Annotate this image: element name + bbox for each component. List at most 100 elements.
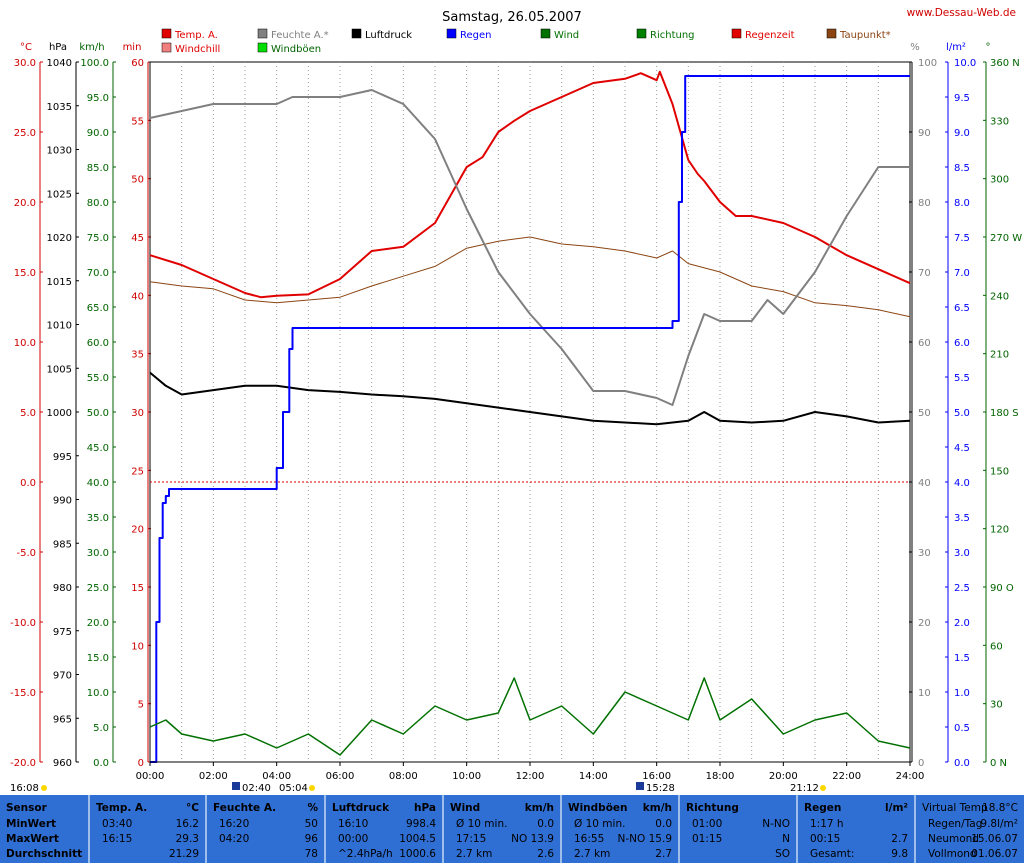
tick-label-humidity: 90	[918, 128, 931, 139]
stats-unit: km/h	[642, 802, 672, 814]
tick-label-wind: 35.0	[87, 513, 109, 524]
tick-label-direction: 300	[990, 175, 1009, 186]
tick-label-wind: 60.0	[87, 338, 109, 349]
stats-label: 2.7 km	[574, 848, 611, 860]
series-line-feuchtea	[149, 89, 910, 406]
stats-value: 78	[304, 848, 318, 860]
tick-label-temp: -20.0	[10, 758, 36, 769]
tick-label-humidity: 20	[918, 618, 931, 629]
stats-label: 16:20	[219, 818, 250, 830]
site-link[interactable]: www.Dessau-Web.de	[907, 7, 1016, 19]
legend: Temp. A. Windchill Feuchte A.* Windböen Luft…	[161, 28, 891, 55]
tick-label-wind: 65.0	[87, 303, 109, 314]
tick-label-wind: 10.0	[87, 688, 109, 699]
legend-swatch	[161, 28, 172, 39]
tick-label-pressure: 1030	[47, 146, 72, 157]
tick-label-pressure: 985	[53, 539, 72, 550]
stats-value: 0.0	[537, 818, 554, 830]
tick-label-pressure: 960	[53, 758, 72, 769]
stats-unit: hPa	[414, 802, 436, 814]
time-label: 18:00	[706, 771, 735, 782]
axes: 30.0 25.0 20.0 15.0 10.0 5.0 0.0 -5.0 -10.0 -15.0…	[10, 58, 1022, 769]
tick-label-direction: 90 O	[990, 583, 1014, 594]
tick-label-humidity: 40	[918, 478, 931, 489]
tick-label-minutes: 35	[131, 350, 144, 361]
moon-icon	[232, 782, 240, 790]
tick-label-rain: 3.0	[954, 548, 970, 559]
time-label: 16:00	[642, 771, 671, 782]
tick-label-wind: 20.0	[87, 618, 109, 629]
stats-value: 0.0	[655, 818, 672, 830]
tick-label-direction: 150	[990, 466, 1009, 477]
stats-unit: 18.8°C	[982, 802, 1018, 814]
tick-label-humidity: 100	[918, 58, 937, 69]
stats-label: MaxWert	[6, 833, 59, 845]
tick-label-temp: 0.0	[20, 478, 36, 489]
stats-value: NO 13.9	[511, 833, 554, 845]
sunrise-icon	[41, 785, 47, 791]
tick-label-rain: 6.0	[954, 338, 970, 349]
legend-swatch	[351, 28, 362, 39]
stats-header: Sensor	[6, 802, 47, 814]
tick-label-direction: 180 S	[990, 408, 1019, 419]
tick-label-minutes: 15	[131, 583, 144, 594]
tick-label-wind: 55.0	[87, 373, 109, 384]
tick-label-pressure: 970	[53, 671, 72, 682]
tick-label-wind: 15.0	[87, 653, 109, 664]
axis-unit-rain: l/m²	[946, 42, 966, 53]
time-label: 00:00	[136, 771, 165, 782]
stats-unit: °C	[186, 802, 199, 814]
tick-label-minutes: 45	[131, 233, 144, 244]
stats-label: Vollmond	[928, 848, 977, 860]
stats-value: 96	[304, 833, 318, 845]
legend-label: Feuchte A.*	[271, 30, 329, 41]
stats-value: 1004.5	[399, 833, 436, 845]
legend-label: Luftdruck	[365, 30, 412, 41]
tick-label-rain: 5.5	[954, 373, 970, 384]
tick-label-minutes: 20	[131, 525, 144, 536]
stats-column: Luftdruck hPa 16:10 998.4 00:00 1004.5 ^2.4hPa…	[326, 795, 444, 863]
tick-label-direction: 120	[990, 525, 1009, 536]
stats-value: 16.2	[175, 818, 199, 830]
tick-label-rain: 7.0	[954, 268, 970, 279]
stats-value: 29.3	[175, 833, 199, 845]
tick-label-direction: 360 N	[990, 58, 1020, 69]
tick-label-wind: 0.0	[93, 758, 109, 769]
stats-label: 2.7 km	[456, 848, 493, 860]
tick-label-minutes: 40	[131, 291, 144, 302]
moon-icon	[636, 782, 644, 790]
stats-header: Richtung	[686, 802, 739, 814]
stats-column: Richtung 01:00 N-NO 01:15 N SO	[680, 795, 798, 863]
stats-value: 50	[304, 818, 318, 830]
stats-label: 00:15	[810, 833, 841, 845]
time-label: 02:00	[199, 771, 228, 782]
weather-chart: Samstag, 26.05.2007 www.Dessau-Web.de Te…	[10, 7, 1022, 794]
stats-label: 16:55	[574, 833, 605, 845]
tick-label-pressure: 975	[53, 627, 72, 638]
tick-label-pressure: 1020	[47, 233, 72, 244]
tick-label-minutes: 60	[131, 58, 144, 69]
tick-label-wind: 40.0	[87, 478, 109, 489]
time-label: 10:00	[452, 771, 481, 782]
sun-icon	[309, 785, 315, 791]
tick-label-temp: 15.0	[14, 268, 36, 279]
stats-label: MinWert	[6, 818, 57, 830]
stats-value: 9.8l/m²	[980, 818, 1018, 830]
tick-label-rain: 8.5	[954, 163, 970, 174]
legend-swatch	[161, 42, 172, 53]
stats-label: Regen/Tag	[928, 818, 983, 830]
stats-value: 15.06.07	[971, 833, 1018, 845]
tick-label-rain: 6.5	[954, 303, 970, 314]
time-label: 12:00	[516, 771, 545, 782]
legend-swatch	[826, 28, 837, 39]
legend-label: Wind	[554, 30, 579, 41]
tick-label-wind: 50.0	[87, 408, 109, 419]
stats-value: 998.4	[405, 818, 436, 830]
stats-header: Virtual Temp	[922, 802, 988, 814]
tick-label-humidity: 10	[918, 688, 931, 699]
sunset-label: 21:12	[790, 783, 819, 794]
tick-label-rain: 4.5	[954, 443, 970, 454]
tick-label-wind: 5.0	[93, 723, 109, 734]
tick-label-rain: 4.0	[954, 478, 970, 489]
tick-label-direction: 270 W	[990, 233, 1022, 244]
